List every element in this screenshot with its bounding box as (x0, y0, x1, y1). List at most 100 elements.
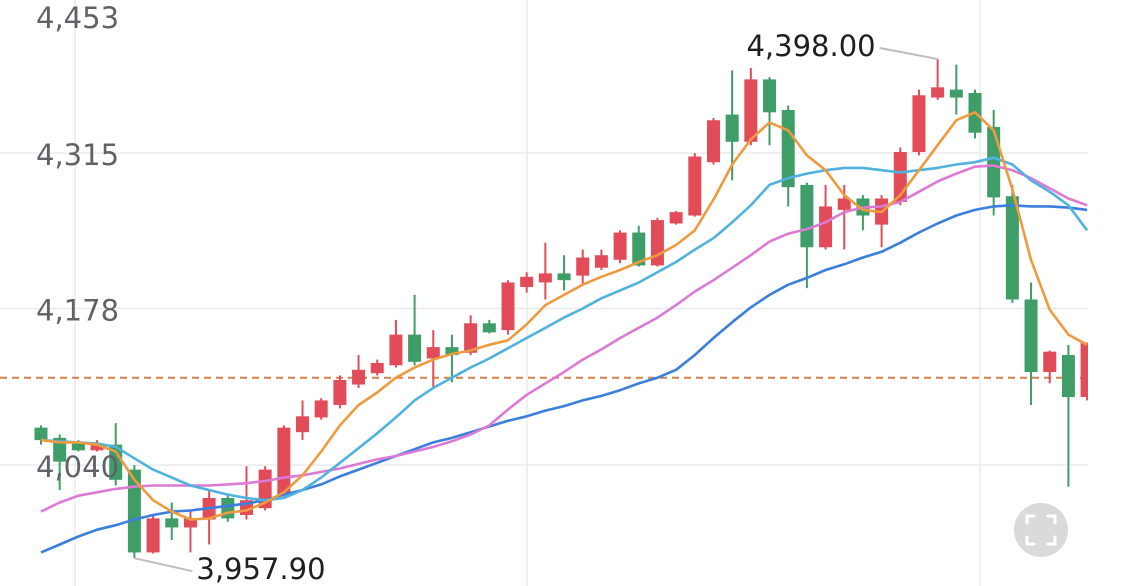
y-tick-label: 4,178 (36, 294, 119, 328)
candle (1043, 350, 1057, 384)
moving-average-line (40, 111, 1088, 521)
candle-body (781, 110, 795, 188)
candle-body (71, 442, 85, 451)
fullscreen-icon (1025, 514, 1057, 546)
candle-body (501, 282, 515, 331)
candle (482, 319, 496, 334)
candle-body (557, 273, 571, 281)
candle (576, 249, 590, 285)
candle (1061, 344, 1075, 487)
candle-body (90, 443, 104, 451)
candle (370, 359, 384, 376)
y-tick-label: 4,315 (36, 138, 119, 172)
candle (501, 280, 515, 335)
candle-body (931, 87, 945, 98)
candle-body (352, 369, 366, 385)
plot-area (0, 58, 1088, 559)
min-leader (134, 557, 193, 573)
candle-body (109, 444, 123, 480)
candle-body (277, 427, 291, 495)
fullscreen-button[interactable] (1014, 503, 1068, 557)
candle-body (987, 127, 1001, 198)
candle-body (576, 257, 590, 276)
candle (1024, 282, 1038, 405)
labels: 4,040 4,178 4,315 4,453 4,398.00 3,957.90 (36, 1, 938, 586)
candle-body (1080, 342, 1088, 398)
candle (109, 423, 123, 486)
y-tick-label: 4,040 (36, 450, 119, 484)
candle-body (370, 362, 384, 374)
moving-average-line (40, 204, 1088, 554)
candle-body (706, 120, 720, 163)
candle-body (669, 212, 683, 224)
candle (352, 355, 366, 388)
candle (464, 315, 478, 356)
candle (912, 89, 926, 156)
candle-body (1024, 299, 1038, 373)
candle-body (165, 518, 179, 528)
candle (613, 230, 627, 264)
candle-body (34, 427, 48, 441)
candle-body (389, 334, 403, 366)
candle (557, 255, 571, 291)
candle (875, 195, 889, 248)
candle-body (837, 198, 851, 210)
candle (520, 272, 534, 293)
candle (800, 182, 814, 289)
candle-body (482, 323, 496, 333)
candle-body (819, 206, 833, 248)
candle (34, 425, 48, 445)
candle (632, 225, 646, 267)
candle-body (744, 79, 758, 142)
candle (165, 502, 179, 540)
candle-body (146, 518, 160, 553)
candle (183, 510, 197, 553)
candle-body (1061, 355, 1075, 398)
candle (949, 64, 963, 115)
candle-body (426, 347, 440, 359)
candle (706, 117, 720, 165)
moving-average-line (40, 164, 1088, 513)
candle-body (53, 437, 67, 462)
candle (221, 494, 235, 522)
max-leader (879, 47, 938, 60)
candle-body (763, 79, 777, 113)
candle (594, 249, 608, 270)
candle-body (1043, 351, 1057, 373)
candle (445, 334, 459, 383)
candle-body (912, 95, 926, 153)
candle-body (333, 380, 347, 405)
candle-body (594, 255, 608, 268)
grid (0, 0, 1088, 586)
candle (725, 70, 739, 181)
candle-body (613, 232, 627, 260)
candle (688, 153, 702, 217)
candle-body (464, 323, 478, 353)
candle-body (445, 347, 459, 356)
candle-body (725, 114, 739, 142)
moving-average-line (40, 156, 1088, 502)
candle (146, 514, 160, 554)
candle-body (314, 400, 328, 418)
candle (763, 77, 777, 146)
candle (277, 425, 291, 497)
candle (781, 105, 795, 207)
candle (669, 210, 683, 225)
candle (819, 184, 833, 250)
candle-body (183, 518, 197, 528)
candle-body (1005, 196, 1019, 300)
candle (408, 294, 422, 366)
candle-body (296, 416, 310, 433)
fullscreen-button-bg[interactable] (1014, 503, 1068, 557)
candle (314, 398, 328, 420)
candle-body (520, 276, 534, 287)
candle (53, 434, 67, 491)
candle (931, 58, 945, 100)
candle (650, 217, 664, 267)
candle-body (949, 89, 963, 98)
candle (856, 195, 870, 231)
candle (333, 375, 347, 409)
candle-body (650, 220, 664, 266)
candle (296, 400, 310, 441)
